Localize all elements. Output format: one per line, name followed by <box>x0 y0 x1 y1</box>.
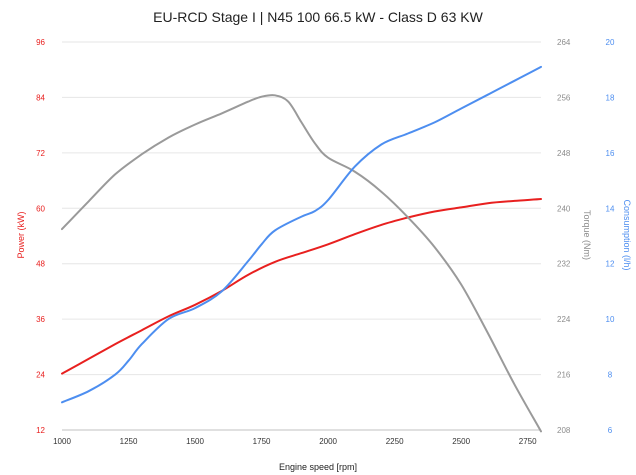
torque-tick-label: 240 <box>557 204 571 213</box>
power-tick-label: 96 <box>36 38 45 47</box>
torque-tick-label: 232 <box>557 260 571 269</box>
chart-title: EU-RCD Stage I | N45 100 66.5 kW - Class… <box>153 9 483 25</box>
torque-axis-label: Torque (Nm) <box>582 210 592 260</box>
torque-tick-label: 264 <box>557 38 571 47</box>
x-tick-label: 1500 <box>186 437 204 446</box>
x-tick-label: 2000 <box>319 437 337 446</box>
power-line <box>61 198 542 375</box>
consumption-tick-label: 14 <box>606 204 615 213</box>
grid <box>62 41 541 431</box>
x-tick-label: 2500 <box>452 437 470 446</box>
consumption-tick-label: 8 <box>608 371 613 380</box>
series-group <box>61 65 542 433</box>
x-tick-label: 1750 <box>253 437 271 446</box>
torque-line <box>61 94 542 433</box>
power-tick-label: 12 <box>36 426 45 435</box>
consumption-tick-label: 20 <box>606 38 615 47</box>
x-axis-label: Engine speed [rpm] <box>279 462 357 472</box>
torque-tick-label: 208 <box>557 426 571 435</box>
x-tick-label: 1250 <box>120 437 138 446</box>
consumption-tick-label: 12 <box>606 260 615 269</box>
x-tick-label: 1000 <box>53 437 71 446</box>
consumption-tick-label: 6 <box>608 426 613 435</box>
x-tick-label: 2250 <box>386 437 404 446</box>
consumption-axis-label: Consumption (l/h) <box>622 199 632 270</box>
power-tick-label: 84 <box>36 93 45 102</box>
power-tick-label: 36 <box>36 315 45 324</box>
power-tick-label: 60 <box>36 204 45 213</box>
torque-tick-label: 256 <box>557 93 571 102</box>
consumption-line <box>61 65 542 404</box>
torque-tick-label: 248 <box>557 149 571 158</box>
power-tick-label: 72 <box>36 149 45 158</box>
torque-tick-label: 224 <box>557 315 571 324</box>
consumption-tick-label: 16 <box>606 149 615 158</box>
power-tick-label: 24 <box>36 371 45 380</box>
x-tick-label: 2750 <box>519 437 537 446</box>
torque-tick-label: 216 <box>557 371 571 380</box>
consumption-tick-label: 18 <box>606 93 615 102</box>
power-tick-label: 48 <box>36 260 45 269</box>
consumption-tick-label: 10 <box>606 315 615 324</box>
tick-labels: 1000 1250 1500 1750 2000 2250 2500 2750 12 24 36 48… <box>36 38 615 446</box>
power-axis-label: Power (kW) <box>16 211 26 258</box>
